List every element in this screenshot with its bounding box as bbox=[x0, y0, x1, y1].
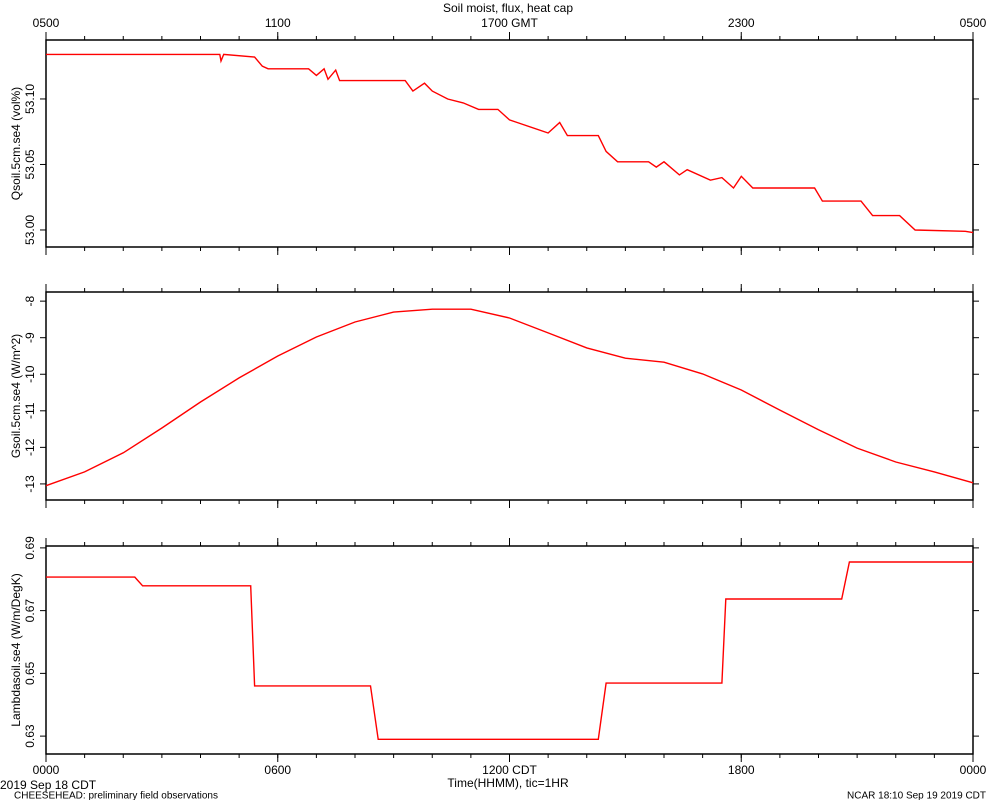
data-line bbox=[46, 561, 973, 740]
y-tick-label: -10 bbox=[23, 365, 37, 383]
plot-frame bbox=[45, 39, 974, 248]
x-tick-label: 0000 bbox=[960, 763, 987, 777]
y-tick-label: 0.65 bbox=[23, 661, 37, 685]
x2-tick-label: 1700 GMT bbox=[481, 16, 538, 30]
y-axis-label: Qsoil.5cm.se4 (vol%) bbox=[9, 87, 23, 200]
x-tick-label: 0600 bbox=[264, 763, 291, 777]
x2-tick-label: 1100 bbox=[265, 16, 291, 30]
y-tick-label: 0.67 bbox=[23, 599, 37, 623]
x-tick-label: 1800 bbox=[728, 763, 755, 777]
footer-right: NCAR 18:10 Sep 19 2019 CDT bbox=[847, 791, 986, 800]
x-tick-label: 1200 CDT bbox=[482, 763, 537, 777]
footer-left: CHEESEHEAD: preliminary field observatio… bbox=[14, 791, 218, 800]
y-axis-label: Gsoil.5cm.se4 (W/m^2) bbox=[9, 334, 23, 458]
data-line bbox=[45, 308, 974, 487]
x2-tick-label: 0500 bbox=[33, 16, 60, 30]
x-tick-label: 0000 bbox=[33, 763, 60, 777]
y-tick-label: 53.05 bbox=[23, 149, 37, 179]
y-tick-label: -13 bbox=[23, 475, 37, 493]
x2-tick-label: 2300 bbox=[728, 16, 755, 30]
y-tick-label: 0.63 bbox=[23, 724, 37, 748]
y-tick-label: -8 bbox=[23, 295, 37, 306]
y-axis-label: Lambdasoil.se4 (W/m/DegK) bbox=[9, 573, 23, 726]
y-tick-label: -11 bbox=[23, 402, 37, 419]
plot-frame bbox=[45, 291, 974, 501]
y-tick-label: 53.00 bbox=[23, 215, 37, 245]
y-tick-label: 0.69 bbox=[23, 536, 37, 560]
date-label: 2019 Sep 18 CDT bbox=[0, 778, 97, 792]
x-axis-label: Time(HHMM), tic=1HR bbox=[447, 776, 569, 790]
x2-tick-label: 0500 bbox=[960, 16, 987, 30]
plot-frame bbox=[45, 545, 974, 755]
data-line bbox=[46, 53, 974, 234]
y-tick-label: -12 bbox=[23, 438, 37, 456]
chart-title: Soil moist, flux, heat cap bbox=[443, 1, 573, 15]
y-tick-label: -9 bbox=[23, 332, 37, 343]
y-tick-label: 53.10 bbox=[23, 84, 37, 114]
